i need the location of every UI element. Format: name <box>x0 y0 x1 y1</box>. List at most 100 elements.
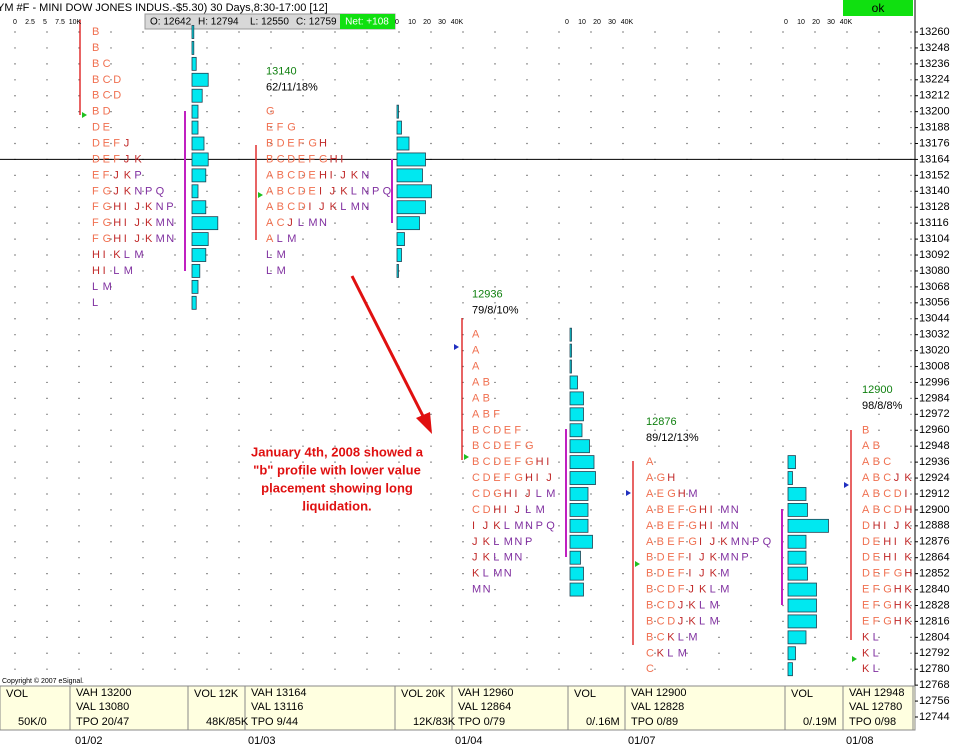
volume-bar <box>787 566 808 581</box>
tpo-row: K L <box>862 663 879 675</box>
tpo-row: A B F <box>472 408 500 420</box>
price-label: 12912 <box>919 488 950 500</box>
price-label: 13032 <box>919 329 950 341</box>
volume-bar <box>569 455 595 470</box>
tpo-row: A B E F G H I M N <box>646 520 739 532</box>
volume-bar <box>191 264 201 278</box>
tpo-row: F G H I J K N P <box>92 201 174 213</box>
tpo-row: B <box>92 42 99 54</box>
price-label: 12756 <box>919 695 950 707</box>
annotation: January 4th, 2008 showed a <box>251 444 424 459</box>
volume-bar <box>569 518 589 533</box>
tpo-row: C D H I J L M <box>472 504 545 516</box>
tpo-row: E F G <box>266 121 296 133</box>
price-label: 12864 <box>919 552 950 564</box>
volume-scale-label: 5 <box>43 19 47 26</box>
tpo-row: B C D E F <box>472 424 521 436</box>
price-label: 12876 <box>919 536 950 548</box>
volume-scale-label: 20 <box>593 19 601 26</box>
volume-bar <box>396 200 426 215</box>
tpo-row: D H I J K <box>862 520 912 532</box>
volume-bar <box>787 630 807 645</box>
volume-bar <box>787 582 817 597</box>
volume-bar <box>569 534 593 549</box>
ohlc-value: H: 12794 <box>198 17 239 28</box>
volume-bar <box>191 25 195 39</box>
panel-text: VOL 12K <box>194 688 239 700</box>
panel-text: 12K/83K <box>413 716 456 728</box>
panel-text: TPO 0/79 <box>458 716 505 728</box>
volume-bar <box>396 136 410 151</box>
panel-text: VAH 12948 <box>849 687 904 699</box>
volume-scale-label: 7.5 <box>55 19 65 26</box>
tpo-row: A B C D E I J K L N P Q <box>266 185 392 197</box>
tpo-row: L M <box>92 281 112 293</box>
tpo-row: A <box>646 456 654 468</box>
tpo-row: A <box>472 345 480 357</box>
price-label: 12804 <box>919 631 950 643</box>
volume-bar <box>191 41 195 55</box>
tpo-row: A B C <box>862 456 891 468</box>
date-label: 01/02 <box>75 735 103 747</box>
price-label: 13176 <box>919 137 950 149</box>
volume-bar <box>569 566 584 581</box>
volume-bar <box>191 216 219 231</box>
panel-text: VAH 12960 <box>458 687 513 699</box>
volume-bar <box>396 120 402 135</box>
price-label: 13140 <box>919 185 950 197</box>
tpo-row: J K L M N P <box>472 536 532 548</box>
panel-text: VOL 20K <box>401 688 446 700</box>
tpo-row: C K L M <box>646 647 687 659</box>
tpo-row: A B C D H <box>862 504 912 516</box>
volume-bar <box>396 248 402 262</box>
tpo-row: C D E F G H I J <box>472 472 552 484</box>
volume-bar <box>569 327 572 342</box>
price-label: 12984 <box>919 392 950 404</box>
volume-scale-label: 40K <box>451 19 464 26</box>
panel-text: VOL <box>574 688 596 700</box>
tpo-row: A B E F G I J K M N P Q <box>646 536 772 548</box>
panel-text: VAH 13164 <box>251 687 306 699</box>
tpo-row: A B C D E H I J K N <box>266 169 369 181</box>
panel-text: VAH 12900 <box>631 687 686 699</box>
marker <box>82 112 87 118</box>
date-label: 01/04 <box>455 735 483 747</box>
copyright: Copyright © 2007 eSignal. <box>2 677 84 685</box>
volume-scale-label: 10 <box>408 19 416 26</box>
tpo-row: K L <box>862 647 879 659</box>
ohlc-value: O: 12642 <box>150 17 192 28</box>
price-axis-bg <box>915 0 960 750</box>
status-box <box>843 0 913 16</box>
volume-bar <box>569 375 578 390</box>
profile-poc: 12936 <box>472 289 503 301</box>
volume-scale-label: 2.5 <box>25 19 35 26</box>
volume-bar <box>569 359 572 374</box>
volume-scale-label: 10 <box>578 19 586 26</box>
volume-scale-label: 30 <box>438 19 446 26</box>
price-label: 12900 <box>919 504 950 516</box>
volume-bar <box>396 216 420 231</box>
tpo-row: C <box>646 663 654 675</box>
status: ok <box>872 1 886 15</box>
tpo-row: B C K L M <box>646 631 698 643</box>
volume-bar <box>191 279 199 294</box>
volume-scale-label: 0 <box>784 19 788 26</box>
price-label: 13020 <box>919 345 950 357</box>
volume-bar <box>191 104 199 119</box>
volume-bar <box>787 503 808 517</box>
marker <box>464 454 469 460</box>
volume-bar <box>569 439 590 454</box>
tpo-row: B <box>92 26 99 38</box>
volume-bar <box>191 88 203 103</box>
price-label: 12816 <box>919 615 950 627</box>
volume-scale-label: 0 <box>13 19 17 26</box>
profile-poc: 12900 <box>862 384 893 396</box>
price-label: 13224 <box>919 74 950 86</box>
tpo-row: D E F G H <box>862 568 912 580</box>
volume-bar <box>191 120 199 135</box>
profile-stats: 79/8/10% <box>472 305 519 317</box>
volume-bar <box>787 646 796 661</box>
volume-bar <box>787 471 793 485</box>
